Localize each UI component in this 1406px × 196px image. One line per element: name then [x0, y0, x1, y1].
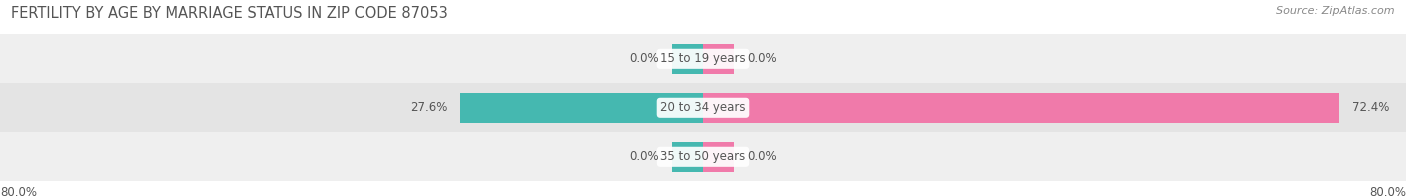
- Text: 0.0%: 0.0%: [747, 150, 776, 163]
- Text: 20 to 34 years: 20 to 34 years: [661, 101, 745, 114]
- Bar: [703, 93, 1340, 123]
- Text: 15 to 19 years: 15 to 19 years: [661, 52, 745, 65]
- Bar: [672, 44, 703, 74]
- Bar: [461, 93, 703, 123]
- Text: 27.6%: 27.6%: [411, 101, 447, 114]
- Bar: [703, 142, 734, 172]
- Text: 0.0%: 0.0%: [747, 52, 776, 65]
- Text: 35 to 50 years: 35 to 50 years: [661, 150, 745, 163]
- Bar: [0, 132, 1406, 181]
- Bar: [0, 83, 1406, 132]
- Bar: [672, 142, 703, 172]
- Text: 80.0%: 80.0%: [0, 186, 37, 196]
- Text: 0.0%: 0.0%: [630, 52, 659, 65]
- Text: FERTILITY BY AGE BY MARRIAGE STATUS IN ZIP CODE 87053: FERTILITY BY AGE BY MARRIAGE STATUS IN Z…: [11, 6, 449, 21]
- Text: 0.0%: 0.0%: [630, 150, 659, 163]
- Bar: [703, 44, 734, 74]
- Text: 72.4%: 72.4%: [1353, 101, 1389, 114]
- Text: Source: ZipAtlas.com: Source: ZipAtlas.com: [1277, 6, 1395, 16]
- Bar: [0, 34, 1406, 83]
- Text: 80.0%: 80.0%: [1369, 186, 1406, 196]
